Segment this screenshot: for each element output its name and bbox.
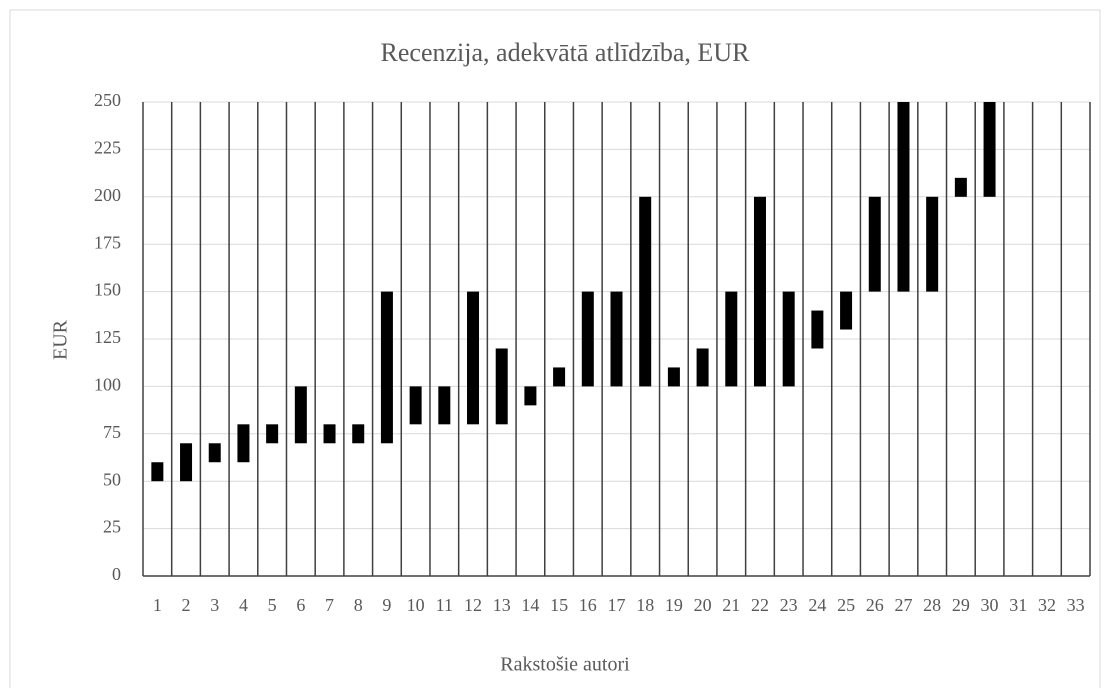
x-tick-label: 33 — [1067, 595, 1085, 615]
range-bar — [610, 291, 623, 387]
x-tick-label: 21 — [722, 595, 740, 615]
range-bar — [667, 367, 680, 387]
x-tick-label: 14 — [521, 595, 539, 615]
x-tick-label: 7 — [325, 595, 334, 615]
range-bar — [983, 102, 996, 197]
range-bar — [954, 177, 967, 197]
range-bar — [495, 348, 508, 425]
x-tick-label: 24 — [808, 595, 826, 615]
range-bar — [696, 348, 709, 387]
x-tick-label: 8 — [354, 595, 363, 615]
x-tick-label: 27 — [894, 595, 912, 615]
x-tick-label: 22 — [751, 595, 769, 615]
x-tick-label: 5 — [268, 595, 277, 615]
x-tick-label: 25 — [837, 595, 855, 615]
x-tick-label: 6 — [296, 595, 305, 615]
range-bar — [553, 367, 566, 387]
range-bar — [868, 196, 881, 292]
range-bar — [380, 291, 393, 444]
range-bar — [467, 291, 480, 425]
range-bar — [581, 291, 594, 387]
range-bar — [151, 462, 164, 482]
range-bar — [725, 291, 738, 387]
range-bar — [782, 291, 795, 387]
y-axis-label: EUR — [50, 319, 72, 360]
y-tick-label: 25 — [103, 517, 121, 537]
y-tick-label: 250 — [94, 90, 121, 110]
x-tick-label: 20 — [694, 595, 712, 615]
y-tick-label: 0 — [112, 564, 121, 584]
range-bar — [811, 310, 824, 349]
x-tick-label: 16 — [579, 595, 597, 615]
range-bar — [409, 386, 422, 425]
x-tick-label: 9 — [382, 595, 391, 615]
x-tick-label: 28 — [923, 595, 941, 615]
range-bar — [352, 424, 365, 444]
x-tick-label: 32 — [1038, 595, 1056, 615]
x-tick-label: 17 — [608, 595, 626, 615]
y-tick-label: 200 — [94, 185, 121, 205]
chart-title: Recenzija, adekvātā atlīdzība, EUR — [381, 38, 751, 67]
range-bar — [294, 386, 307, 444]
x-tick-label: 10 — [407, 595, 425, 615]
range-bar — [524, 386, 537, 406]
range-bar — [840, 291, 853, 330]
x-tick-label: 12 — [464, 595, 482, 615]
range-bar — [180, 443, 193, 482]
y-tick-label: 225 — [94, 138, 121, 158]
x-tick-label: 1 — [153, 595, 162, 615]
x-tick-label: 26 — [866, 595, 884, 615]
x-tick-label: 19 — [665, 595, 683, 615]
x-tick-label: 30 — [981, 595, 999, 615]
y-tick-label: 150 — [94, 280, 121, 300]
range-bar — [639, 196, 652, 387]
x-tick-label: 15 — [550, 595, 568, 615]
y-tick-label: 50 — [103, 469, 121, 489]
range-bar — [208, 443, 221, 463]
x-tick-label: 29 — [952, 595, 970, 615]
range-bar — [438, 386, 451, 425]
x-axis-label: Rakstošie autori — [500, 654, 630, 676]
y-tick-label: 100 — [94, 375, 121, 395]
range-bar — [323, 424, 336, 444]
y-tick-label: 175 — [94, 232, 121, 252]
range-bar — [897, 102, 910, 292]
y-tick-label: 75 — [103, 422, 121, 442]
x-tick-label: 13 — [493, 595, 511, 615]
range-bar — [926, 196, 939, 292]
x-tick-label: 11 — [436, 595, 453, 615]
y-tick-label: 125 — [94, 327, 121, 347]
x-tick-label: 23 — [780, 595, 798, 615]
range-bar — [266, 424, 279, 444]
range-bar — [237, 424, 250, 463]
x-tick-label: 3 — [210, 595, 219, 615]
x-tick-label: 31 — [1009, 595, 1027, 615]
x-tick-label: 18 — [636, 595, 654, 615]
range-bar — [753, 196, 766, 387]
x-tick-label: 2 — [182, 595, 191, 615]
x-tick-label: 4 — [239, 595, 248, 615]
chart-border — [9, 9, 1101, 688]
